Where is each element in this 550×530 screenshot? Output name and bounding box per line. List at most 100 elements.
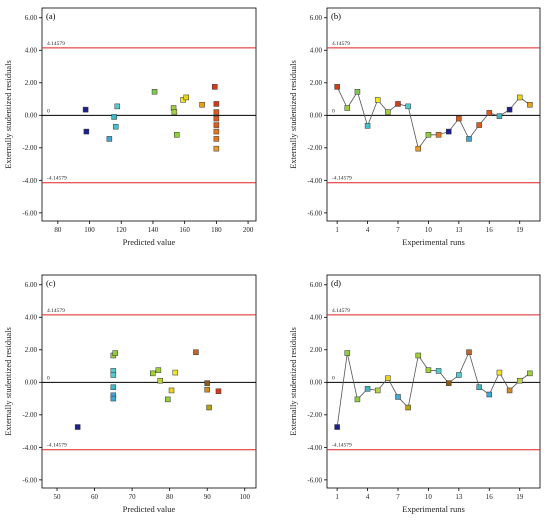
y-tick-label: -2.00: [307, 411, 322, 419]
upper-limit-label: 4.14579: [47, 308, 65, 314]
data-point: [445, 128, 452, 135]
x-tick-label: 16: [486, 226, 494, 234]
data-point: [334, 84, 340, 90]
data-point: [415, 352, 422, 359]
data-point: [354, 396, 361, 403]
x-tick-label: 16: [486, 493, 494, 501]
zero-line-label: 0: [332, 375, 335, 381]
data-point: [114, 103, 121, 110]
y-tick-label: 6.00: [25, 281, 38, 289]
x-tick-label: 100: [239, 493, 250, 501]
data-point: [364, 386, 371, 392]
x-tick-label: 4: [366, 226, 370, 234]
data-point: [466, 136, 472, 142]
data-point: [476, 122, 482, 128]
data-point: [157, 377, 164, 384]
data-point: [456, 372, 462, 378]
data-point: [364, 123, 371, 129]
x-tick-label: 4: [366, 493, 370, 501]
x-tick-label: 13: [455, 226, 463, 234]
upper-limit-label: 4.14579: [47, 41, 65, 47]
data-point: [425, 132, 432, 138]
x-tick-label: 120: [116, 226, 127, 234]
data-point: [110, 384, 117, 390]
y-axis-title: Externally studentized residuals: [288, 327, 298, 436]
y-tick-label: -6.00: [22, 209, 37, 217]
x-tick-label: 50: [54, 493, 62, 501]
data-point: [415, 145, 422, 152]
data-point: [213, 101, 220, 107]
y-tick-label: 4.00: [25, 47, 38, 55]
lower-limit-label: -4.14579: [332, 176, 352, 182]
data-point: [405, 404, 411, 411]
y-tick-label: 4.00: [310, 47, 323, 55]
x-tick-label: 7: [396, 226, 400, 234]
chart-panel-4: 4.14579 -4.14579 0 -6.00 -4.00 -2.00 0.00 2.00 4…: [288, 274, 541, 514]
y-axis-title: Externally studentized residuals: [3, 327, 13, 436]
data-point: [106, 136, 113, 142]
y-tick-label: 2.00: [310, 79, 323, 87]
plot-frame: [41, 7, 257, 222]
x-axis-title: Experimental runs: [402, 504, 465, 514]
lower-limit-label: -4.14579: [47, 443, 67, 449]
data-point: [385, 109, 391, 115]
y-tick-label: -4.00: [307, 444, 322, 452]
data-point: [150, 370, 156, 377]
data-point: [405, 103, 411, 110]
data-point: [395, 394, 401, 400]
x-tick-label: 200: [243, 226, 254, 234]
data-point: [385, 375, 391, 381]
zero-line-label: 0: [47, 375, 50, 381]
chart-panel-2: 4.14579 -4.14579 0 -6.00 -4.00 -2.00 0.00 2.00 4…: [288, 7, 541, 247]
data-point: [496, 113, 503, 119]
data-point: [173, 132, 180, 138]
data-point: [425, 367, 432, 373]
panel-label: (d): [331, 278, 341, 288]
y-tick-label: 0.00: [310, 379, 323, 387]
lower-limit-label: -4.14579: [332, 443, 352, 449]
x-tick-label: 13: [455, 493, 463, 501]
data-point: [199, 101, 205, 108]
chart-panel-1: 4.14579 -4.14579 0 -6.00 -4.00 -2.00 0.00 2.00 4…: [3, 7, 257, 247]
data-point: [204, 386, 210, 393]
data-point: [111, 114, 117, 120]
data-point: [213, 122, 220, 128]
data-point: [171, 109, 178, 115]
y-tick-label: 2.00: [25, 79, 38, 87]
data-point: [516, 94, 523, 101]
data-point: [204, 380, 210, 386]
data-point: [506, 106, 513, 113]
panel-label: (c): [46, 278, 56, 288]
plot-frame: [41, 274, 257, 489]
data-point: [112, 350, 118, 356]
x-tick-label: 1: [335, 226, 339, 234]
data-point: [445, 380, 452, 386]
y-tick-label: -6.00: [307, 476, 322, 484]
x-tick-label: 80: [166, 493, 174, 501]
data-point: [83, 128, 90, 135]
x-tick-label: 19: [516, 226, 524, 234]
x-tick-label: 10: [425, 226, 433, 234]
y-tick-label: 2.00: [310, 346, 323, 354]
data-point: [344, 350, 351, 356]
data-point: [435, 368, 442, 374]
plot-frame: [326, 274, 541, 489]
chart-panel-3: 4.14579 -4.14579 0 -6.00 -4.00 -2.00 0.00 2.00 4…: [3, 274, 257, 514]
x-axis-title: Experimental runs: [402, 237, 465, 247]
x-tick-label: 70: [129, 493, 137, 501]
x-axis-title: Predicted value: [123, 237, 176, 247]
data-point: [486, 391, 493, 398]
data-point: [527, 370, 533, 377]
data-point: [155, 367, 162, 373]
x-axis-title: Predicted value: [123, 504, 176, 514]
data-point: [110, 395, 117, 402]
y-axis-title: Externally studentized residuals: [288, 60, 298, 169]
y-tick-label: 0.00: [25, 379, 38, 387]
x-tick-label: 140: [148, 226, 159, 234]
y-tick-label: -4.00: [307, 177, 322, 185]
data-point: [112, 123, 119, 130]
y-tick-label: -4.00: [22, 177, 37, 185]
upper-limit-label: 4.14579: [332, 308, 350, 314]
data-point: [215, 388, 222, 395]
